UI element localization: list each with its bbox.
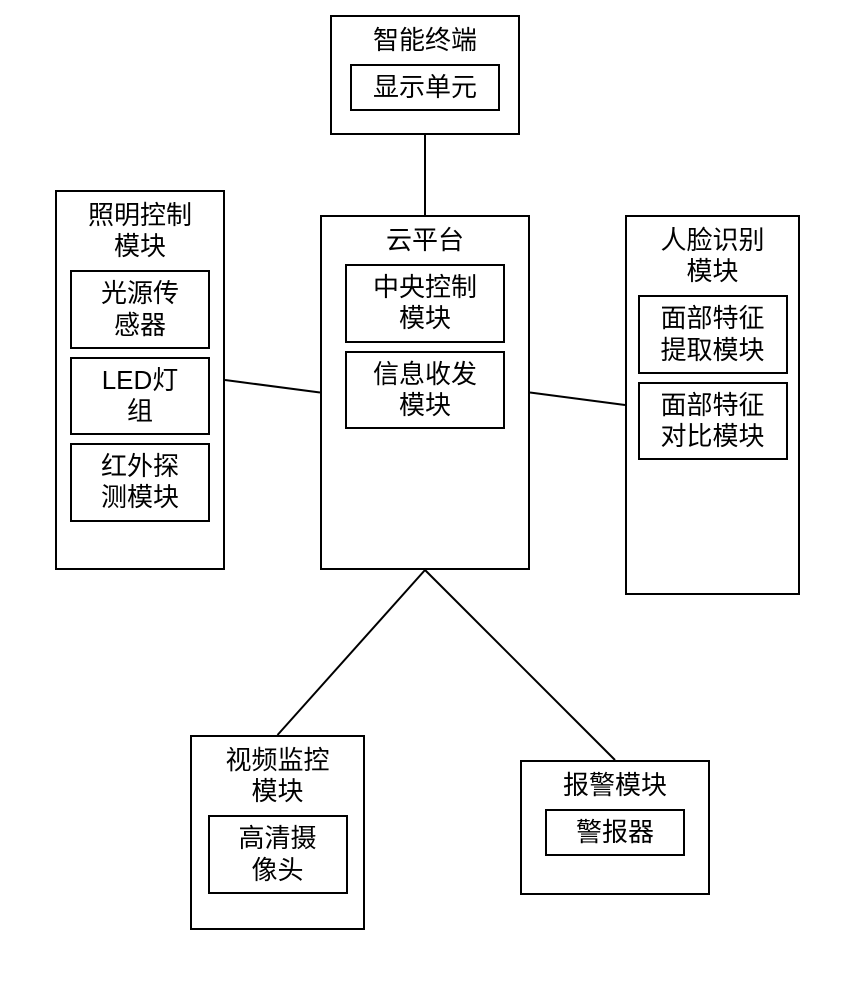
diagram-canvas: 智能终端显示单元照明控制 模块光源传 感器 LED灯 组红外探 测模块 云平台中央控… — [0, 0, 852, 1000]
node-right: 人脸识别 模块面部特征 提取模块面部特征 对比模块 — [625, 215, 800, 595]
edge — [278, 570, 426, 735]
node-sub: 中央控制 模块 — [345, 264, 505, 342]
node-title: 报警模块 — [532, 770, 698, 801]
edge — [425, 570, 615, 760]
node-title: 视频监控 模块 — [202, 745, 353, 807]
node-sub: 红外探 测模块 — [70, 443, 210, 521]
node-sub: 光源传 感器 — [70, 270, 210, 348]
node-title: 人脸识别 模块 — [637, 225, 788, 287]
node-bottomLeft: 视频监控 模块高清摄 像头 — [190, 735, 365, 930]
node-bottomRight: 报警模块警报器 — [520, 760, 710, 895]
node-left: 照明控制 模块光源传 感器 LED灯 组红外探 测模块 — [55, 190, 225, 570]
node-title: 云平台 — [332, 225, 518, 256]
node-center: 云平台中央控制 模块信息收发 模块 — [320, 215, 530, 570]
node-sub: 信息收发 模块 — [345, 351, 505, 429]
node-title: 智能终端 — [342, 25, 508, 56]
node-sub: 高清摄 像头 — [208, 815, 348, 893]
node-sub: 面部特征 提取模块 — [638, 295, 788, 373]
node-title: 照明控制 模块 — [67, 200, 213, 262]
node-sub: LED灯 组 — [70, 357, 210, 435]
node-sub: 显示单元 — [350, 64, 500, 111]
edge — [530, 393, 625, 406]
edge — [225, 380, 320, 393]
node-sub: 警报器 — [545, 809, 685, 856]
node-top: 智能终端显示单元 — [330, 15, 520, 135]
node-sub: 面部特征 对比模块 — [638, 382, 788, 460]
